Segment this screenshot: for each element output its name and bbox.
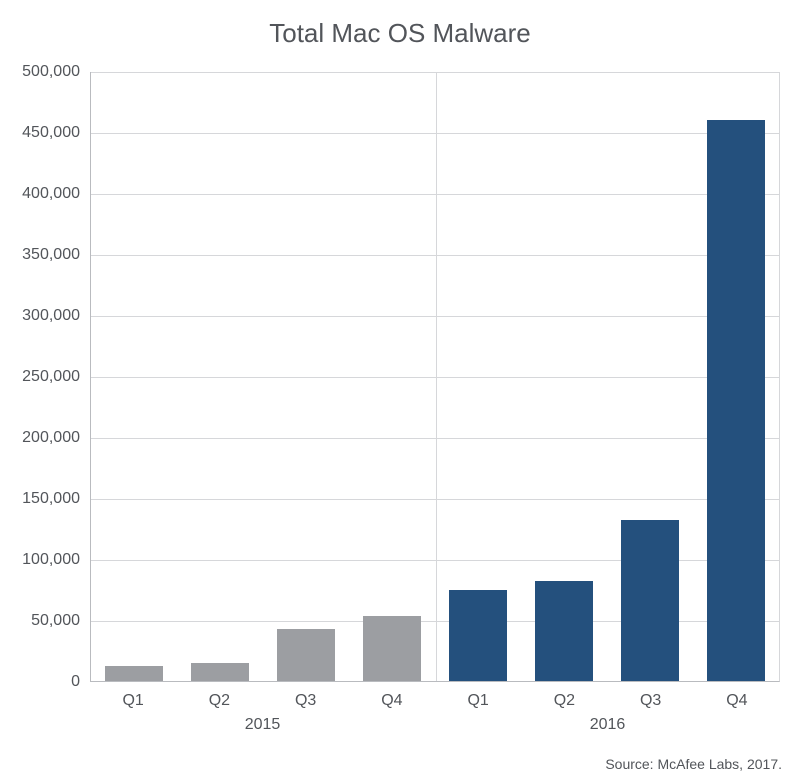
bar-slot — [607, 72, 693, 681]
bar-slot — [349, 72, 435, 681]
x-axis-label: Q1 — [467, 692, 488, 710]
x-axis-label: Q3 — [640, 692, 661, 710]
x-axis-label: Q1 — [122, 692, 143, 710]
x-axis-group-label: 2015 — [245, 716, 281, 734]
y-axis-label: 200,000 — [0, 429, 80, 447]
bar — [449, 590, 507, 682]
bar — [707, 120, 765, 681]
x-axis-label: Q4 — [381, 692, 402, 710]
bar — [105, 666, 163, 681]
x-axis-label: Q2 — [209, 692, 230, 710]
y-axis-label: 250,000 — [0, 368, 80, 386]
bar-slot — [177, 72, 263, 681]
x-axis-label: Q4 — [726, 692, 747, 710]
bar-slot — [521, 72, 607, 681]
bar-slot — [693, 72, 779, 681]
y-axis-label: 100,000 — [0, 551, 80, 569]
x-axis-label: Q3 — [295, 692, 316, 710]
bar-slot — [435, 72, 521, 681]
bar — [191, 663, 249, 681]
y-axis-label: 400,000 — [0, 185, 80, 203]
bars-container — [91, 72, 779, 681]
bar — [535, 581, 593, 681]
x-axis-label: Q2 — [554, 692, 575, 710]
plot-area — [90, 72, 780, 682]
y-axis-label: 0 — [0, 673, 80, 691]
y-axis-label: 50,000 — [0, 612, 80, 630]
y-axis-label: 350,000 — [0, 246, 80, 264]
bar — [621, 520, 679, 681]
x-axis-group-label: 2016 — [590, 716, 626, 734]
bar-slot — [91, 72, 177, 681]
y-axis-label: 450,000 — [0, 124, 80, 142]
group-separator — [436, 72, 437, 681]
y-axis-label: 300,000 — [0, 307, 80, 325]
chart-container: Total Mac OS Malware Source: McAfee Labs… — [0, 0, 800, 784]
chart-title: Total Mac OS Malware — [0, 18, 800, 49]
y-axis-label: 500,000 — [0, 63, 80, 81]
bar-slot — [263, 72, 349, 681]
bar — [277, 629, 335, 681]
y-axis-label: 150,000 — [0, 490, 80, 508]
source-caption: Source: McAfee Labs, 2017. — [605, 756, 782, 772]
bar — [363, 616, 421, 681]
